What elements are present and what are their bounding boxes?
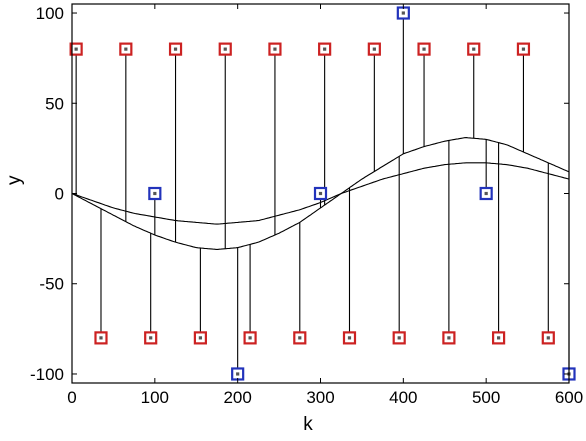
blue-marker-center bbox=[236, 372, 240, 376]
y-axis-label: y bbox=[4, 175, 25, 186]
series-curves bbox=[71, 137, 570, 250]
y-tick-label: 50 bbox=[45, 94, 64, 113]
red-marker-center bbox=[149, 336, 153, 340]
x-tick-label: 200 bbox=[223, 388, 251, 407]
x-axis-label: k bbox=[303, 414, 313, 435]
red-marker-center bbox=[347, 336, 352, 340]
series-line-1 bbox=[71, 137, 570, 250]
blue-marker-center bbox=[401, 11, 405, 15]
blue-marker-center bbox=[153, 191, 157, 196]
red-marker-center bbox=[496, 336, 501, 340]
red-marker-center bbox=[422, 47, 426, 51]
red-marker-center bbox=[397, 336, 401, 340]
x-tick-label: 100 bbox=[141, 388, 169, 407]
y-tick-label: -50 bbox=[39, 275, 64, 294]
red-marker-center bbox=[323, 47, 327, 51]
red-marker-center bbox=[198, 336, 202, 340]
blue-marker-center bbox=[484, 191, 488, 196]
red-marker-center bbox=[472, 47, 476, 51]
red-marker-center bbox=[74, 47, 78, 51]
x-tick-label: 300 bbox=[306, 388, 334, 407]
stem-lines bbox=[75, 13, 570, 374]
red-marker-center bbox=[223, 47, 227, 51]
red-marker-center bbox=[273, 47, 277, 51]
x-tick-label: 400 bbox=[389, 388, 417, 407]
red-marker-center bbox=[99, 336, 103, 340]
red-marker-center bbox=[124, 47, 128, 51]
x-tick-label: 0 bbox=[67, 388, 76, 407]
red-marker-center bbox=[372, 47, 376, 51]
markers bbox=[69, 6, 576, 381]
y-tick-label: 0 bbox=[55, 185, 64, 204]
red-marker-center bbox=[546, 336, 550, 340]
blue-marker-center bbox=[318, 191, 323, 196]
x-tick-label: 600 bbox=[555, 388, 583, 407]
x-tick-label: 500 bbox=[472, 388, 500, 407]
red-marker-center bbox=[521, 47, 526, 51]
red-marker-center bbox=[173, 47, 178, 51]
y-tick-label: -100 bbox=[30, 365, 64, 384]
red-marker-center bbox=[248, 336, 252, 340]
red-marker-center bbox=[298, 336, 302, 340]
series-line-2 bbox=[71, 162, 570, 225]
red-marker-center bbox=[447, 336, 451, 340]
y-tick-label: 100 bbox=[36, 4, 64, 23]
plot-frame bbox=[71, 3, 570, 384]
